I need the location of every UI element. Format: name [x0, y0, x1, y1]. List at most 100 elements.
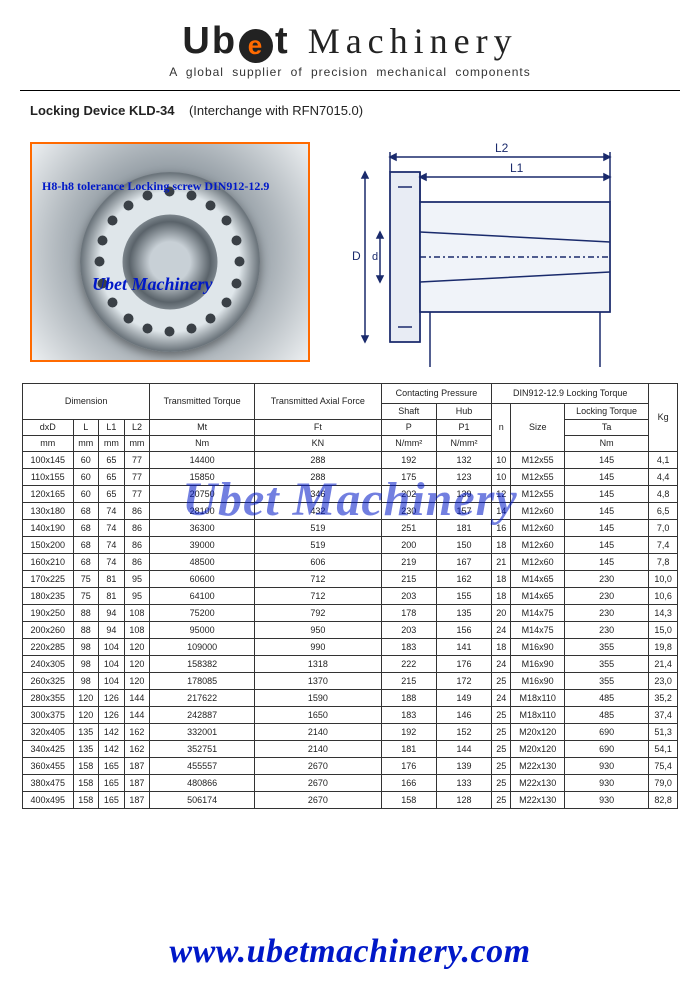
table-cell: 320x405 [23, 724, 74, 741]
th-tt: Transmitted Torque [150, 384, 255, 420]
table-cell: 157 [436, 503, 491, 520]
table-cell: 108 [124, 622, 150, 639]
table-cell: 162 [124, 741, 150, 758]
table-cell: M18x110 [511, 690, 565, 707]
logo-machinery: Machinery [308, 20, 518, 62]
photo-overlay-brand: Ubet Machinery [92, 274, 213, 295]
table-cell: 144 [124, 707, 150, 724]
table-cell: 242887 [150, 707, 255, 724]
table-cell: M12x60 [511, 503, 565, 520]
table-cell: 150 [436, 537, 491, 554]
table-cell: 10 [492, 469, 511, 486]
u-mm2: mm [73, 436, 99, 452]
table-cell: 178 [381, 605, 436, 622]
table-cell: 183 [381, 707, 436, 724]
th-L2: L2 [124, 420, 150, 436]
table-cell: 158382 [150, 656, 255, 673]
table-cell: 88 [73, 605, 99, 622]
th-cp: Contacting Pressure [381, 384, 492, 404]
table-cell: 77 [124, 452, 150, 469]
table-cell: M12x55 [511, 486, 565, 503]
table-cell: 355 [565, 639, 649, 656]
table-cell: 200 [381, 537, 436, 554]
table-cell: 280x355 [23, 690, 74, 707]
table-cell: 260x325 [23, 673, 74, 690]
product-title: Locking Device KLD-34 [30, 103, 175, 118]
table-cell: 75200 [150, 605, 255, 622]
table-cell: 180x235 [23, 588, 74, 605]
table-cell: 128 [436, 792, 491, 809]
table-cell: 606 [255, 554, 382, 571]
table-cell: 519 [255, 537, 382, 554]
th-lt: DIN912-12.9 Locking Torque [492, 384, 649, 404]
th-kg: Kg [649, 384, 678, 452]
table-cell: 165 [99, 758, 125, 775]
table-cell: 2140 [255, 741, 382, 758]
photo-overlay-spec: H8-h8 tolerance Locking screw DIN912-12.… [42, 179, 298, 194]
u-mm4: mm [124, 436, 150, 452]
table-cell: 230 [565, 622, 649, 639]
table-cell: 432 [255, 503, 382, 520]
table-cell: 28100 [150, 503, 255, 520]
table-cell: 156 [436, 622, 491, 639]
table-cell: 25 [492, 707, 511, 724]
table-cell: 86 [124, 503, 150, 520]
table-cell: 135 [73, 741, 99, 758]
u-nmm2: N/mm² [436, 436, 491, 452]
th-taf: Transmitted Axial Force [255, 384, 382, 420]
table-cell: 77 [124, 486, 150, 503]
footer-url: www.ubetmachinery.com [0, 933, 700, 971]
table-cell: 104 [99, 639, 125, 656]
table-cell: 95000 [150, 622, 255, 639]
table-cell: 24 [492, 656, 511, 673]
table-cell: 332001 [150, 724, 255, 741]
th-shaft: Shaft [381, 404, 436, 420]
table-cell: 300x375 [23, 707, 74, 724]
table-row: 100x1456065771440028819213210M12x551454,… [23, 452, 678, 469]
table-row: 170x2257581956060071221516218M14x6523010… [23, 571, 678, 588]
table-cell: M12x60 [511, 520, 565, 537]
table-cell: 165 [99, 792, 125, 809]
u-mm1: mm [23, 436, 74, 452]
dim-D: D [352, 249, 361, 263]
spec-table-wrap: Dimension Transmitted Torque Transmitted… [0, 383, 700, 809]
table-cell: 340x425 [23, 741, 74, 758]
table-cell: 18 [492, 571, 511, 588]
table-cell: 24 [492, 690, 511, 707]
technical-drawing: L2 L1 D d [330, 132, 670, 372]
table-cell: 230 [565, 605, 649, 622]
table-cell: M20x120 [511, 741, 565, 758]
table-cell: 222 [381, 656, 436, 673]
table-cell: 455557 [150, 758, 255, 775]
table-cell: M22x130 [511, 775, 565, 792]
table-row: 380x475158165187480866267016613325M22x13… [23, 775, 678, 792]
table-cell: 81 [99, 588, 125, 605]
table-cell: 480866 [150, 775, 255, 792]
table-cell: 54,1 [649, 741, 678, 758]
table-cell: M14x65 [511, 571, 565, 588]
table-cell: 355 [565, 673, 649, 690]
table-cell: 203 [381, 622, 436, 639]
table-cell: 98 [73, 639, 99, 656]
u-nm1: Nm [150, 436, 255, 452]
u-mm3: mm [99, 436, 125, 452]
table-cell: 18 [492, 537, 511, 554]
table-cell: 215 [381, 673, 436, 690]
table-cell: 21,4 [649, 656, 678, 673]
table-cell: 1318 [255, 656, 382, 673]
table-cell: 74 [99, 537, 125, 554]
table-cell: 37,4 [649, 707, 678, 724]
dim-l2: L2 [495, 141, 509, 155]
table-cell: 346 [255, 486, 382, 503]
table-cell: 4,8 [649, 486, 678, 503]
table-cell: 65 [99, 486, 125, 503]
table-cell: 203 [381, 588, 436, 605]
table-cell: 158 [73, 792, 99, 809]
table-cell: 82,8 [649, 792, 678, 809]
logo: Ub e t Machinery [0, 20, 700, 63]
table-cell: 145 [565, 537, 649, 554]
table-cell: 251 [381, 520, 436, 537]
table-cell: 140x190 [23, 520, 74, 537]
table-cell: 4,4 [649, 469, 678, 486]
table-cell: 126 [99, 690, 125, 707]
